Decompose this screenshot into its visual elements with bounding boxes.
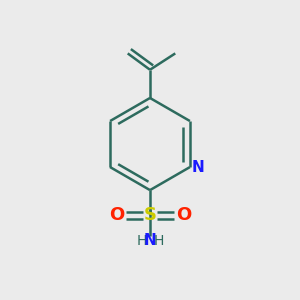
Text: O: O: [109, 206, 124, 224]
Text: O: O: [176, 206, 191, 224]
Text: H: H: [153, 234, 164, 248]
Text: N: N: [144, 233, 156, 248]
Text: S: S: [143, 206, 157, 224]
Text: H: H: [136, 234, 147, 248]
Text: N: N: [192, 160, 205, 175]
